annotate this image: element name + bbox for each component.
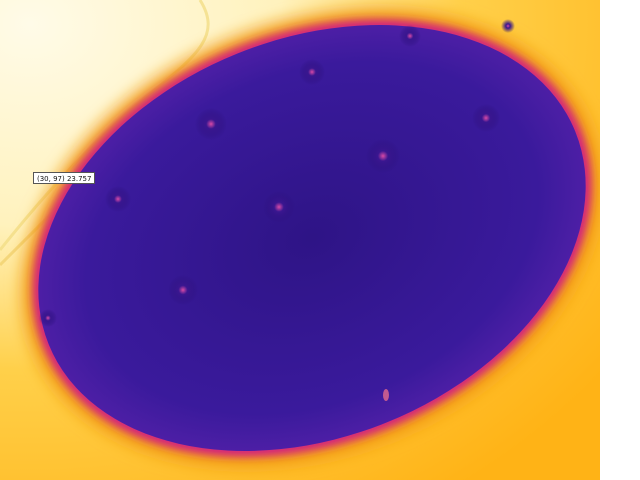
thermal-image	[0, 0, 600, 480]
cold-spot	[399, 25, 421, 47]
thermal-image-viewport[interactable]	[0, 0, 600, 480]
cold-spot	[39, 309, 57, 327]
cold-spots	[39, 19, 515, 327]
cold-spot	[472, 104, 500, 132]
cold-spot	[195, 108, 227, 140]
cold-spot	[105, 186, 131, 212]
cold-spot	[168, 275, 198, 305]
cold-spot	[299, 59, 325, 85]
cold-spot	[366, 139, 400, 173]
cold-oval-object	[38, 25, 586, 451]
cold-spot	[501, 19, 515, 33]
warm-mark	[383, 389, 389, 401]
cold-spot	[263, 191, 295, 223]
blank-margin	[600, 0, 640, 480]
cursor-temperature-readout: (30, 97) 23.757	[33, 172, 96, 184]
